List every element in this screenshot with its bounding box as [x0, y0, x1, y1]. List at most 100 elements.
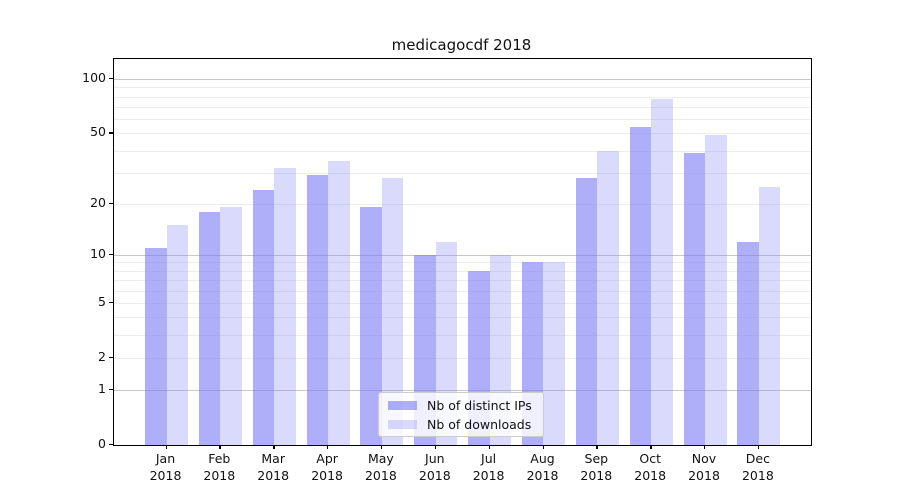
bar-sep-2018-s0: [575, 178, 598, 445]
gridline-40: [114, 150, 811, 152]
bar-nov-2018-s0: [683, 152, 705, 445]
legend-swatch-downloads: [388, 419, 417, 429]
y-tick-label-20: 20: [90, 194, 106, 210]
y-tick-mark-0: [109, 444, 113, 446]
x-tick-label-jun-2018: Jun 2018: [403, 451, 467, 484]
bar-mar-2018-s1: [274, 167, 296, 445]
x-tick-mark-jan-2018: [165, 445, 167, 449]
gridline-2: [114, 357, 811, 359]
x-tick-label-line: Jan: [155, 451, 176, 466]
x-tick-label-line: 2018: [364, 467, 397, 483]
bar-nov-2018-s1: [705, 134, 727, 445]
x-tick-label-line: 2018: [526, 467, 559, 483]
x-tick-label-line: 2018: [311, 467, 343, 483]
x-tick-label-line: 2018: [149, 467, 182, 483]
gridline-5: [114, 302, 811, 304]
x-tick-label-line: Nov: [691, 451, 717, 466]
y-tick-label-10: 10: [90, 245, 106, 261]
y-tick-mark-50: [109, 132, 113, 134]
x-tick-mark-dec-2018: [757, 445, 760, 449]
x-tick-label-line: 2018: [472, 467, 505, 483]
x-tick-mark-nov-2018: [704, 445, 706, 449]
plot-area: Nb of distinct IPs Nb of downloads: [113, 58, 812, 446]
gridline-30: [114, 172, 811, 174]
x-tick-label-line: Mar: [261, 451, 285, 466]
x-tick-mark-mar-2018: [273, 445, 275, 449]
legend-label-downloads: Nb of downloads: [427, 416, 532, 432]
x-tick-label-sep-2018: Sep 2018: [564, 451, 628, 484]
x-tick-label-line: 2018: [634, 467, 667, 483]
bar-may-2018-s1: [381, 178, 404, 445]
gridline-90: [114, 87, 811, 89]
y-tick-label-0: 0: [98, 436, 106, 451]
gridline-80: [114, 96, 811, 98]
bar-jan-2018-s0: [145, 247, 167, 445]
bar-mar-2018-s0: [252, 189, 275, 445]
x-tick-label-line: Sep: [584, 451, 609, 466]
legend-label-distinct-ips: Nb of distinct IPs: [427, 397, 532, 413]
x-tick-label-mar-2018: Mar 2018: [241, 451, 305, 484]
y-tick-label-5: 5: [98, 293, 106, 309]
gridline-6: [114, 290, 811, 292]
x-tick-label-line: Aug: [530, 451, 555, 466]
x-tick-label-line: Apr: [316, 451, 338, 466]
x-tick-label-line: Feb: [208, 451, 231, 466]
bar-feb-2018-s1: [220, 207, 242, 445]
x-tick-label-oct-2018: Oct 2018: [618, 451, 682, 484]
x-tick-mark-apr-2018: [327, 445, 329, 449]
bar-jan-2018-s1: [166, 225, 188, 445]
x-tick-label-nov-2018: Nov 2018: [672, 451, 736, 484]
x-tick-label-feb-2018: Feb 2018: [187, 451, 251, 484]
legend-row-downloads: Nb of downloads: [385, 417, 537, 432]
y-tick-mark-5: [109, 301, 113, 304]
x-tick-mark-jun-2018: [434, 445, 437, 449]
x-tick-label-line: Dec: [745, 451, 770, 466]
bar-may-2018-s0: [360, 207, 382, 445]
x-tick-label-line: May: [367, 451, 394, 466]
x-tick-label-dec-2018: Dec 2018: [726, 451, 790, 484]
bar-apr-2018-s1: [328, 160, 350, 445]
gridline-8: [114, 270, 811, 272]
x-tick-label-line: 2018: [580, 467, 613, 483]
gridline-60: [114, 119, 811, 120]
x-tick-mark-aug-2018: [542, 445, 544, 449]
gridline-4: [114, 317, 811, 319]
x-tick-label-jul-2018: Jul 2018: [457, 451, 521, 484]
gridline-70: [114, 107, 811, 108]
y-tick-label-100: 100: [82, 70, 106, 85]
x-tick-label-aug-2018: Aug 2018: [511, 451, 575, 484]
bar-oct-2018-s1: [651, 98, 673, 445]
x-tick-label-line: 2018: [203, 467, 236, 483]
y-tick-mark-100: [109, 78, 113, 80]
x-tick-label-apr-2018: Apr 2018: [295, 451, 359, 484]
bar-dec-2018-s1: [758, 186, 781, 445]
y-tick-mark-2: [109, 356, 113, 359]
gridline-7: [114, 280, 811, 282]
gridline-50: [114, 133, 811, 135]
gridline-20: [114, 203, 811, 205]
y-tick-mark-10: [109, 253, 113, 256]
y-tick-mark-20: [109, 202, 113, 204]
x-tick-mark-may-2018: [380, 445, 383, 449]
legend-row-distinct-ips: Nb of distinct IPs: [385, 398, 537, 413]
bar-dec-2018-s0: [737, 241, 759, 445]
x-tick-mark-oct-2018: [650, 445, 652, 449]
x-tick-mark-sep-2018: [596, 445, 598, 449]
gridline-1: [114, 390, 811, 391]
bar-feb-2018-s0: [198, 211, 221, 445]
x-tick-label-line: Oct: [639, 451, 661, 466]
x-tick-label-line: 2018: [688, 467, 720, 483]
chart-title: medicagocdf 2018: [391, 36, 532, 54]
x-tick-label-line: 2018: [257, 467, 290, 483]
y-tick-label-1: 1: [98, 381, 106, 396]
x-tick-label-may-2018: May 2018: [349, 451, 413, 484]
y-tick-mark-1: [109, 389, 113, 391]
x-tick-label-line: 2018: [418, 467, 451, 483]
bar-sep-2018-s1: [597, 150, 619, 445]
x-tick-mark-feb-2018: [219, 445, 221, 449]
x-tick-mark-jul-2018: [488, 445, 490, 449]
legend-swatch-distinct-ips: [388, 400, 417, 410]
gridline-3: [114, 335, 811, 337]
x-tick-label-line: Jul: [481, 451, 497, 466]
